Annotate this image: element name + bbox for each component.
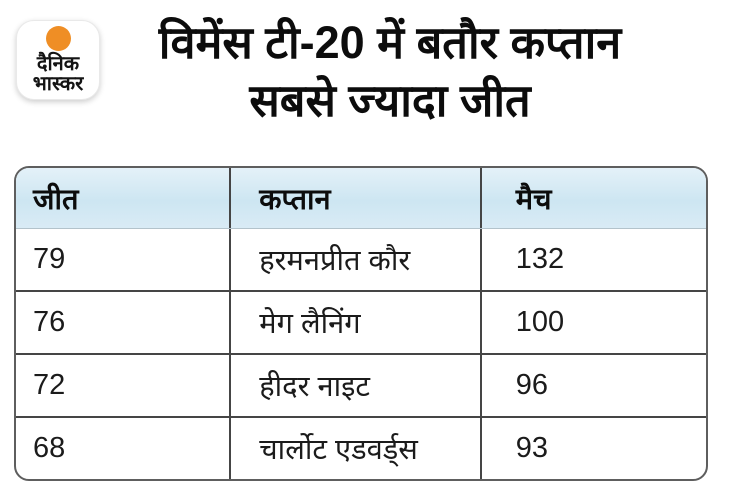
matches-cell: 100: [515, 306, 565, 338]
title-line-2: सबसे ज्यादा जीत: [249, 75, 531, 126]
wins-cell: 72: [16, 355, 232, 416]
table-row: 79 हरमनप्रीत कौर 132: [16, 229, 706, 290]
table-row: 76 मेग लैनिंग 100: [16, 290, 706, 353]
captain-cell: मेग लैनिंग: [231, 292, 482, 353]
column-header-wins: जीत: [16, 168, 232, 228]
table-row: 68 चार्लोट एडवर्ड्स 93: [16, 416, 706, 479]
wins-cell: 79: [16, 229, 232, 290]
table-row: 72 हीदर नाइट 96: [16, 353, 706, 416]
wins-cell: 68: [16, 418, 232, 479]
matches-cell: 132: [515, 243, 565, 275]
captain-cell: हरमनप्रीत कौर: [231, 229, 482, 290]
brand-name-line1: दैनिक: [36, 53, 80, 75]
title-line-1: विमेंस टी-20 में बतौर कप्तान: [158, 17, 622, 68]
stats-table: जीत कप्तान मैच 79 हरमनप्रीत कौर 132 76 म…: [14, 166, 708, 481]
column-header-captain: कप्तान: [231, 168, 482, 228]
wins-cell: 76: [16, 292, 232, 353]
matches-cell: 93: [515, 432, 548, 464]
page-title: विमेंस टी-20 में बतौर कप्तान सबसे ज्यादा…: [90, 14, 690, 130]
table-header-row: जीत कप्तान मैच: [16, 168, 706, 229]
dainik-bhaskar-logo: दैनिक भास्कर: [16, 20, 100, 100]
matches-cell: 96: [515, 369, 548, 401]
sun-dot-icon: [45, 26, 71, 51]
column-header-matches: मैच: [515, 183, 552, 216]
brand-name-line2: भास्कर: [32, 73, 84, 95]
captain-cell: हीदर नाइट: [231, 355, 482, 416]
captain-cell: चार्लोट एडवर्ड्स: [231, 418, 482, 479]
